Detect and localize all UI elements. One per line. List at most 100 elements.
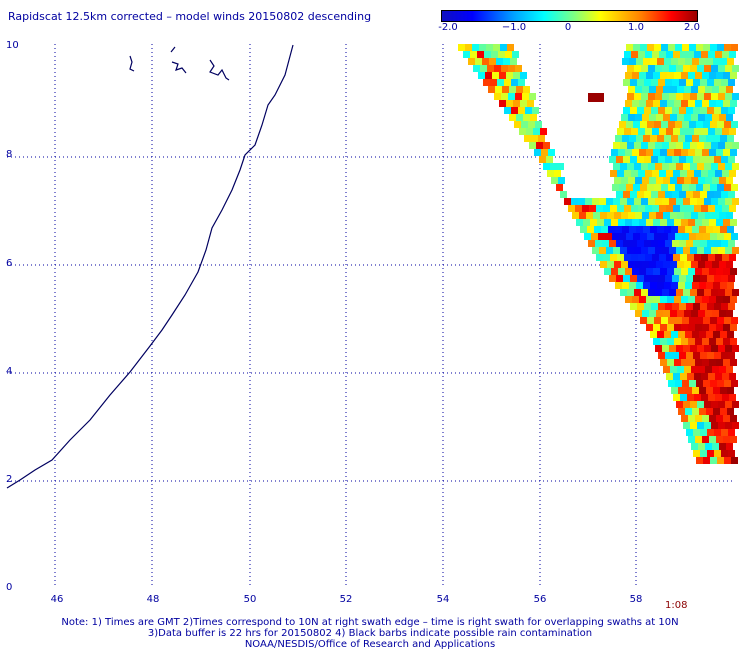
swath-cell (719, 212, 726, 219)
swath-cell (690, 93, 697, 100)
swath-cell (710, 317, 717, 324)
swath-cell (679, 240, 686, 247)
swath-cell (676, 65, 683, 72)
swath-cell (701, 394, 708, 401)
swath-cell (635, 114, 642, 121)
swath-cell (704, 345, 711, 352)
swath-cell (712, 177, 719, 184)
swath-cell (616, 275, 623, 282)
swath-cell (595, 240, 602, 247)
swath-cell (646, 72, 653, 79)
swath-cell (667, 324, 674, 331)
swath-cell (714, 156, 721, 163)
swath-cell (714, 429, 721, 436)
swath-cell (578, 198, 585, 205)
swath-cell (670, 86, 677, 93)
swath-cell (664, 282, 671, 289)
swath-cell (664, 331, 671, 338)
swath-cell (720, 331, 727, 338)
swath-cell (556, 184, 563, 191)
swath-cell (710, 184, 717, 191)
swath-cell (684, 114, 691, 121)
swath-cell (631, 128, 638, 135)
swath-cell (687, 394, 694, 401)
swath-cell (693, 303, 700, 310)
swath-cell (523, 86, 530, 93)
swath-cell (512, 51, 519, 58)
swath-cell (657, 226, 664, 233)
swath-cell (530, 114, 537, 121)
swath-cell (631, 51, 638, 58)
swath-cell (692, 282, 699, 289)
swath-cell (487, 65, 494, 72)
swath-cell (695, 338, 702, 345)
colorbar (441, 10, 698, 22)
swath-cell (719, 443, 726, 450)
swath-cell (623, 240, 630, 247)
swath-cell (558, 177, 565, 184)
swath-cell (695, 436, 702, 443)
swath-cell (715, 128, 722, 135)
swath-cell (658, 352, 665, 359)
swath-cell (663, 212, 670, 219)
swath-cell (497, 79, 504, 86)
swath-cell (693, 275, 700, 282)
swath-cell (499, 100, 506, 107)
swath-cell (679, 107, 686, 114)
swath-cell (647, 184, 654, 191)
swath-cell (488, 86, 495, 93)
swath-cell (495, 86, 502, 93)
swath-cell (690, 401, 697, 408)
swath-cell (676, 247, 683, 254)
swath-cell (642, 177, 649, 184)
swath-time-label: 1:08 (665, 600, 688, 611)
swath-cell (623, 275, 630, 282)
swath-cell (624, 254, 631, 261)
swath-cell (641, 198, 648, 205)
swath-cell (649, 261, 656, 268)
swath-cell (688, 436, 695, 443)
swath-cell (730, 268, 737, 275)
swath-cell (557, 163, 564, 170)
coastline-island (129, 55, 135, 72)
swath-cell (659, 170, 666, 177)
swath-cell (728, 429, 735, 436)
footnote-line: 3)Data buffer is 22 hrs for 20150802 4) … (147, 628, 593, 639)
swath-cell (509, 86, 516, 93)
swath-cell (661, 233, 668, 240)
swath-cell (472, 44, 479, 51)
swath-cell (629, 135, 636, 142)
swath-cell (730, 324, 737, 331)
swath-cell (652, 254, 659, 261)
swath-cell (698, 177, 705, 184)
swath-cell (627, 142, 634, 149)
swath-cell (709, 359, 716, 366)
swath-cell (683, 401, 690, 408)
swath-cell (698, 86, 705, 93)
swath-cell (519, 128, 526, 135)
swath-cell (610, 170, 617, 177)
swath-cell (718, 289, 725, 296)
swath-cell (611, 149, 618, 156)
swath-cell (688, 100, 695, 107)
swath-cell (723, 296, 730, 303)
swath-cell (575, 205, 582, 212)
swath-cell (629, 226, 636, 233)
swath-cell (653, 296, 660, 303)
swath-cell (651, 240, 658, 247)
swath-cell (604, 268, 611, 275)
swath-cell (677, 212, 684, 219)
y-tick-label: 8 (6, 149, 13, 160)
swath-cell (650, 135, 657, 142)
swath-cell (644, 240, 651, 247)
swath-cell (702, 72, 709, 79)
swath-cell (632, 219, 639, 226)
swath-cell (650, 331, 657, 338)
swath-cell (666, 373, 673, 380)
swath-cell (652, 205, 659, 212)
swath-cell (513, 72, 520, 79)
swath-cell (726, 261, 733, 268)
swath-cell (463, 51, 470, 58)
scatterometer-swath (458, 44, 739, 464)
swath-cell (655, 93, 662, 100)
